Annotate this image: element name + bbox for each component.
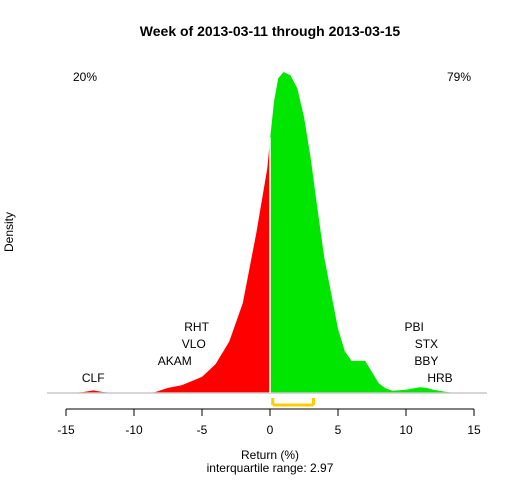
iqr-bracket [271, 398, 316, 407]
ticker-label-vlo: VLO [182, 337, 206, 351]
iqr-caption: interquartile range: 2.97 [207, 461, 334, 475]
negative-density-area [72, 139, 270, 393]
chart-title: Week of 2013-03-11 through 2013-03-15 [140, 23, 401, 39]
positive-density-area [270, 72, 457, 393]
positive-share-label: 79% [447, 70, 471, 84]
ticker-label-clf: CLF [82, 371, 105, 385]
x-tick-label: 5 [335, 423, 342, 437]
x-tick-label: -10 [125, 423, 143, 437]
ticker-label-rht: RHT [184, 320, 209, 334]
ticker-label-akam: AKAM [158, 354, 192, 368]
x-axis-label: Return (%) [241, 448, 299, 462]
ticker-label-stx: STX [415, 337, 438, 351]
ticker-label-hrb: HRB [427, 371, 452, 385]
negative-share-label: 20% [73, 70, 97, 84]
ticker-annotations: CLF AKAM VLO RHT PBI STX BBY HRB [82, 320, 453, 385]
x-tick-label: 0 [267, 423, 274, 437]
ticker-label-bby: BBY [414, 354, 438, 368]
x-axis: -15 -10 -5 0 5 10 15 [57, 408, 481, 437]
x-tick-label: -15 [57, 423, 75, 437]
ticker-label-pbi: PBI [405, 320, 424, 334]
x-tick-label: -5 [197, 423, 208, 437]
y-axis-label: Density [2, 212, 16, 252]
density-areas [72, 72, 457, 393]
x-tick-label: 10 [399, 423, 413, 437]
x-tick-label: 15 [467, 423, 481, 437]
